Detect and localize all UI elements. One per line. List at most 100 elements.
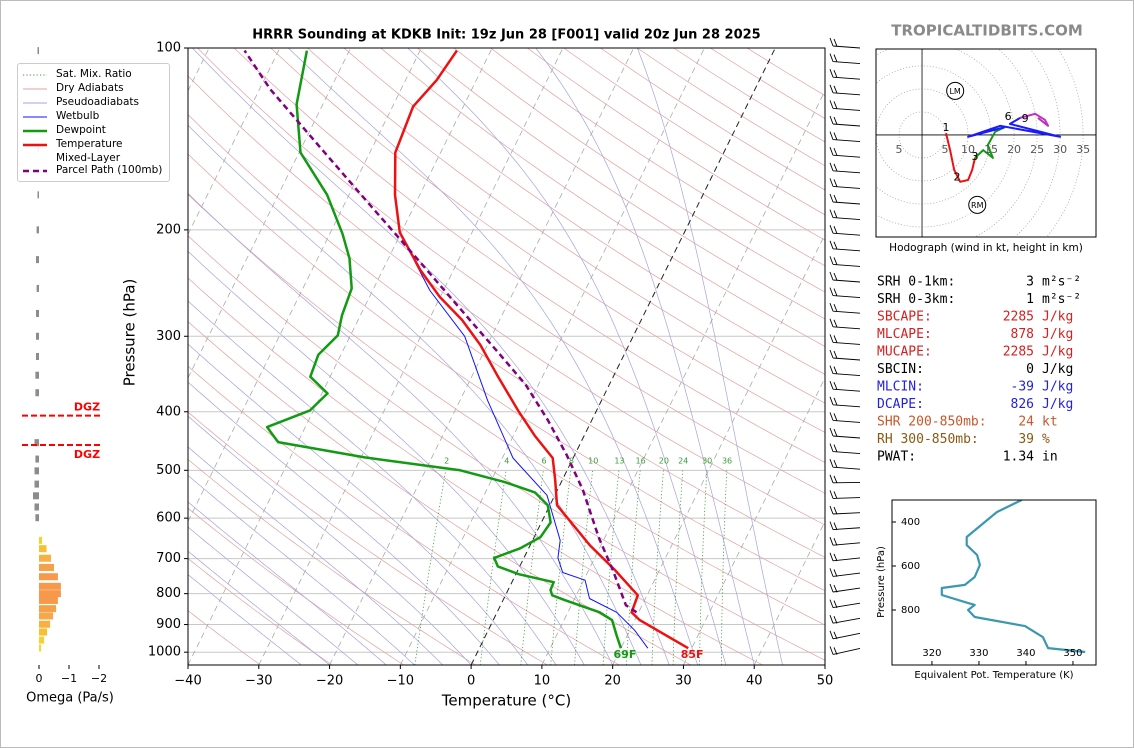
dry-adiabat — [307, 48, 825, 404]
legend-label: Pseudoadiabats — [56, 96, 139, 108]
pseudoadiabat — [188, 250, 585, 665]
surface-label: 85F — [681, 648, 704, 661]
parameter-label: RH 300-850mb: — [877, 432, 979, 447]
pseudoadiabat — [188, 526, 359, 665]
height-label: 1 — [942, 121, 949, 134]
x-tick-label: 330 — [969, 648, 988, 659]
legend-label: Wetbulb — [56, 110, 100, 122]
x-axis-label: Equivalent Pot. Temperature (K) — [914, 670, 1073, 681]
parameter-label: DCAPE: — [877, 397, 924, 412]
ring-label: 25 — [1030, 143, 1044, 156]
parameter-label: MUCAPE: — [877, 345, 932, 360]
mixing-ratio-label: 8 — [569, 457, 574, 466]
wind-barb — [829, 459, 861, 470]
parameter-unit: J/kg — [1042, 397, 1073, 412]
pseudoadiabat — [188, 550, 330, 665]
mixing-ratio-label: 2 — [444, 457, 449, 466]
isotherm — [753, 520, 825, 665]
omega-bar — [39, 545, 47, 553]
mixing-ratio-line — [479, 470, 507, 665]
legend: Sat. Mix. Ratio Dry Adiabats Pseudoadiabat… — [17, 63, 170, 182]
x-axis-label: Omega (Pa/s) — [26, 691, 114, 706]
legend-label: Dewpoint — [56, 124, 106, 136]
parameter-value: 3 — [1026, 275, 1034, 290]
wind-barb — [829, 84, 861, 96]
dry-adiabat — [188, 277, 763, 665]
y-tick-label: 900 — [156, 617, 181, 632]
wind-barb — [829, 303, 861, 314]
pseudoadiabat — [636, 48, 783, 665]
hodograph-trace — [1019, 112, 1050, 127]
parameter-value: 826 — [1011, 397, 1034, 412]
parameter-value: 24 — [1018, 415, 1034, 430]
dry-adiabat — [188, 411, 548, 665]
hodograph-trace — [974, 126, 1006, 159]
dry-adiabat — [270, 48, 825, 433]
omega-bar — [35, 371, 39, 379]
mixing-ratio-label: 20 — [659, 457, 669, 466]
legend-swatch — [23, 102, 47, 104]
storm-motion-label: RM — [971, 201, 984, 210]
x-axis-label: Temperature (°C) — [441, 692, 571, 710]
wind-barb — [829, 178, 861, 189]
dry-adiabat — [197, 48, 825, 494]
omega-bar — [39, 590, 61, 598]
site-label: TROPICALTIDBITS.COM — [891, 22, 1083, 40]
parameter-value: 878 — [1011, 327, 1034, 342]
parameter-label: MLCAPE: — [877, 327, 932, 342]
x-tick-label: −10 — [387, 674, 414, 689]
x-tick-label: −20 — [316, 674, 343, 689]
omega-bar — [36, 226, 39, 234]
wind-barb — [829, 381, 861, 392]
parameter-unit: m²s⁻² — [1042, 292, 1081, 307]
parameter-label: SHR 200-850mb: — [877, 415, 987, 430]
x-tick-label: 0 — [36, 672, 43, 685]
omega-bar — [36, 309, 39, 317]
x-tick-label: 10 — [534, 674, 551, 689]
wind-barb — [829, 115, 861, 127]
mixing-ratio-line — [699, 470, 708, 665]
dry-adiabat — [188, 193, 825, 626]
omega-bar — [34, 503, 39, 511]
pseudoadiabat — [192, 48, 670, 665]
isotherm — [188, 48, 281, 236]
omega-bar — [34, 467, 39, 475]
legend-swatch — [23, 88, 47, 90]
hodograph-trace — [945, 132, 976, 183]
pseudoadiabat — [407, 48, 727, 665]
pseudoadiabat — [188, 415, 472, 665]
wind-barb — [829, 427, 861, 439]
isotherm — [258, 48, 564, 665]
mixing-ratio-line — [414, 470, 447, 665]
legend-item: Mixed-Layer Parcel Path (100mb) — [22, 152, 165, 176]
wind-barb — [829, 131, 861, 143]
height-label: 2 — [954, 171, 961, 184]
y-tick-label: 800 — [156, 586, 181, 601]
legend-item: Dry Adiabats — [22, 82, 165, 94]
mixing-ratio-label: 10 — [588, 457, 598, 466]
y-tick-label: 600 — [901, 561, 920, 572]
dry-adiabat — [188, 610, 261, 665]
wind-barb — [829, 209, 861, 221]
pseudoadiabat — [188, 124, 642, 665]
mixing-ratio-line — [651, 470, 664, 665]
legend-swatch — [23, 129, 47, 133]
ring-label: 30 — [1053, 143, 1067, 156]
storm-motion-marker — [946, 81, 965, 100]
omega-bar — [36, 256, 39, 264]
omega-bar — [39, 628, 48, 636]
profile-line — [243, 49, 638, 614]
wind-barb — [829, 630, 861, 640]
wind-barb — [829, 193, 861, 205]
pseudoadiabat — [188, 501, 387, 665]
parameter-unit: J/kg — [1042, 327, 1073, 342]
parameter-label: SRH 0-3km: — [877, 292, 955, 307]
x-tick-label: 40 — [746, 674, 763, 689]
ring-label: 35 — [1076, 143, 1090, 156]
legend-label: Mixed-Layer Parcel Path (100mb) — [56, 152, 163, 176]
ring-label: 20 — [1007, 143, 1021, 156]
dry-adiabat — [417, 48, 825, 320]
dry-adiabat — [380, 48, 825, 347]
hodograph-caption: Hodograph (wind in kt, height in km) — [889, 242, 1083, 254]
y-tick-label: 600 — [156, 511, 181, 526]
